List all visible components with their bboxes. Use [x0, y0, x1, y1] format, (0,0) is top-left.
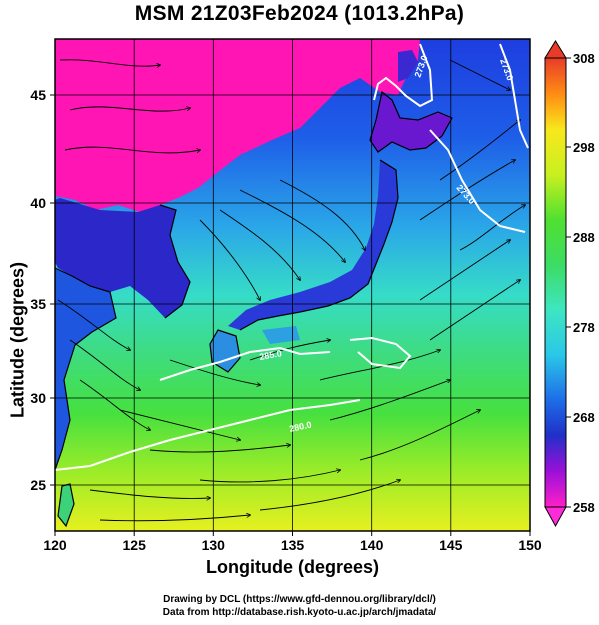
shikoku-island — [262, 326, 300, 344]
colorbar-max-triangle — [544, 40, 567, 59]
lon-tick-label: 145 — [439, 537, 463, 553]
kyushu-island — [210, 330, 240, 372]
china-coast — [55, 268, 116, 470]
latitude-axis-label-box: Latitude (degrees) — [4, 190, 32, 490]
drawing-credit: Drawing by DCL (https://www.gfd-dennou.o… — [163, 594, 436, 605]
lon-tick-label: 120 — [43, 537, 67, 553]
colorbar-tick-label: 278 — [573, 320, 595, 335]
colorbar: 308 298 288 278 268 258 — [544, 40, 595, 528]
lon-tick-label: 125 — [123, 537, 147, 553]
sakhalin-island — [398, 50, 418, 82]
continent-mask — [55, 39, 420, 212]
lat-lon-grid — [55, 39, 530, 531]
data-credit: Data from http://database.rish.kyoto-u.a… — [162, 607, 437, 618]
contour-label: 280.0 — [288, 419, 312, 433]
colorbar-bar — [544, 57, 567, 508]
lon-tick-label: 135 — [281, 537, 305, 553]
lat-tick-label: 25 — [30, 477, 46, 493]
map-plot-area: 273.0 273.0 273.0 280.0 285.0 — [55, 39, 530, 531]
colorbar-tick-label: 288 — [573, 230, 595, 245]
lat-tick-label: 40 — [30, 195, 46, 211]
hokkaido-island — [370, 92, 452, 152]
contour-label: 285.0 — [259, 348, 283, 362]
honshu-island — [228, 160, 398, 330]
korea-peninsula — [55, 198, 190, 318]
colorbar-tick-label: 298 — [573, 140, 595, 155]
lon-tick-label: 140 — [360, 537, 384, 553]
colorbar-min-triangle — [544, 506, 567, 528]
lat-tick-label: 35 — [30, 296, 46, 312]
wind-streamlines — [57, 59, 525, 522]
lon-tick-label: 130 — [202, 537, 226, 553]
coastlines — [55, 90, 453, 528]
lat-tick-label: 30 — [30, 390, 46, 406]
longitude-axis-label: Longitude (degrees) — [205, 557, 379, 577]
axis-ticks — [50, 94, 531, 536]
lon-tick-label: 150 — [518, 537, 542, 553]
colorbar-tick-label: 268 — [573, 410, 595, 425]
colorbar-tick-label: 308 — [573, 51, 595, 66]
lat-tick-label: 45 — [30, 87, 46, 103]
latitude-tick-labels: 25 30 35 40 45 — [30, 87, 46, 493]
taiwan-island — [58, 484, 74, 526]
colorbar-tick-labels: 308 298 288 278 268 258 — [573, 51, 595, 515]
map-title: MSM 21Z03Feb2024 (1013.2hPa) — [134, 2, 465, 25]
colorbar-tick-label: 258 — [573, 500, 595, 515]
longitude-tick-labels: 120 125 130 135 140 145 150 — [43, 537, 542, 553]
temperature-contours — [55, 43, 529, 471]
latitude-axis-label: Latitude (degrees) — [7, 261, 28, 419]
